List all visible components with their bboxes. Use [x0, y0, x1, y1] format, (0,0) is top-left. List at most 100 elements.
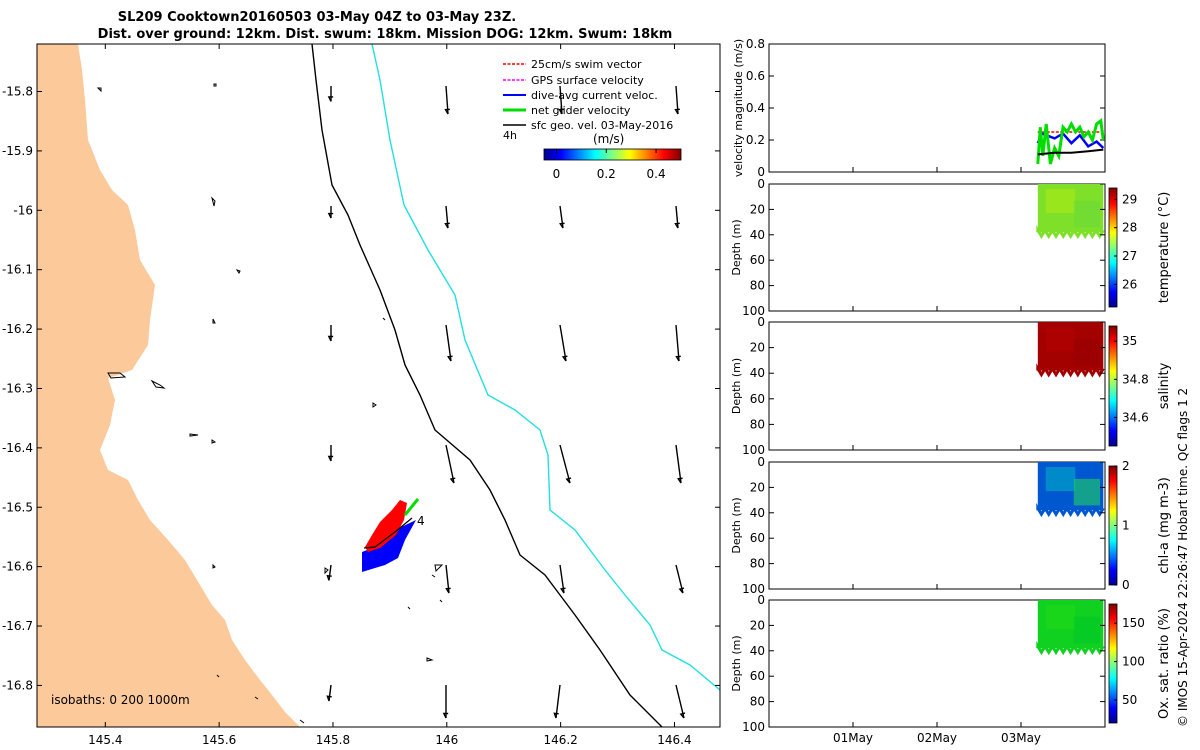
profile-colorbar-tick-label: 35	[1122, 334, 1137, 348]
legend-net-label: net glider velocity	[531, 104, 631, 117]
profile-y-axis-label: Depth (m)	[730, 358, 743, 414]
profile-colorbar-label: temperature (°C)	[1157, 192, 1172, 304]
surface-vector	[555, 684, 561, 719]
surface-vector-head	[675, 355, 681, 362]
date-x-tick-label: 03May	[1001, 731, 1041, 745]
surface-vector	[559, 324, 567, 362]
legend-time-label: 4h	[503, 129, 517, 142]
profile-data-variation	[1073, 200, 1101, 228]
profile-y-tick-label: 20	[750, 480, 765, 494]
profile-colorbar	[1108, 325, 1118, 447]
velocity-series-line	[1036, 118, 1105, 165]
island	[189, 433, 199, 437]
island	[211, 196, 216, 207]
profile-data-variation	[1045, 605, 1076, 630]
surface-vector-head	[327, 96, 334, 102]
map-y-tick-label: -16.7	[2, 619, 33, 633]
surface-vector	[445, 444, 455, 484]
map-panel: 4 145.4 145.6 145.8 146 146.2 146.4 -15.8 -15.9…	[2, 43, 721, 747]
legend-dive-label: dive-avg current veloc.	[531, 89, 658, 102]
profile-y-tick-label: 100	[742, 720, 765, 734]
profile-y-axis-label: Depth (m)	[730, 219, 743, 275]
profile-y-tick-label: 0	[757, 177, 765, 191]
surface-vector-head	[449, 477, 456, 484]
island	[324, 567, 329, 575]
profile-colorbar-tick-label: 150	[1122, 616, 1145, 630]
profile-y-tick-label: 20	[750, 341, 765, 355]
profile-y-axis-label: Depth (m)	[730, 497, 743, 553]
colorbar-unit-label: (m/s)	[593, 132, 624, 146]
surface-vector-head	[559, 222, 565, 229]
surface-vector	[675, 444, 682, 484]
surface-vector	[675, 205, 679, 229]
profile-colorbar-label: salinity	[1157, 362, 1172, 409]
island	[407, 606, 411, 610]
profile-data-variation	[1073, 478, 1101, 506]
chart-title-line1: SL209 Cooktown20160503 03-May 04Z to 03-…	[118, 10, 516, 25]
map-x-tick-label: 146.4	[657, 733, 691, 747]
velocity-y-tick-label: 0.4	[746, 101, 765, 115]
profile-bottom-edge	[1036, 363, 1105, 378]
profile-y-tick-label: 0	[757, 593, 765, 607]
profile-panel: 0 20 40 60 80 100 Depth (m) 26 27 28 29 temperature…	[730, 177, 1172, 318]
profile-data-variation	[1045, 189, 1076, 214]
profile-colorbar-tick-label: 34.8	[1122, 372, 1149, 386]
profile-colorbar-tick-label: 34.6	[1122, 410, 1149, 424]
surface-vector-head	[327, 335, 334, 342]
island	[372, 402, 377, 408]
surface-vector-head	[447, 355, 453, 362]
surface-vector-head	[558, 108, 564, 115]
legend-gps-label: GPS surface velocity	[531, 74, 644, 87]
map-y-tick-label: -16.1	[2, 263, 33, 277]
map-colorbar-ticks: 0 0.2 0.4	[553, 149, 666, 181]
profile-y-tick-label: 60	[750, 392, 765, 406]
island	[211, 439, 217, 444]
glider-time-label: 4	[417, 514, 425, 528]
island	[150, 379, 166, 389]
glider-track	[363, 517, 413, 549]
profile-data-variation	[1045, 467, 1076, 492]
surface-vector	[559, 205, 564, 229]
surface-current-vectors	[326, 85, 686, 719]
dive-avg-current-area	[362, 520, 416, 572]
surface-vector-head	[327, 212, 334, 219]
profile-bottom-edge	[1036, 640, 1105, 656]
profile-y-tick-label: 20	[750, 202, 765, 216]
island	[254, 696, 259, 700]
island	[434, 564, 444, 573]
profile-y-tick-label: 20	[750, 618, 765, 632]
swim-vector-area	[365, 500, 407, 552]
island	[213, 83, 217, 87]
map-y-tick-label: -16	[13, 203, 33, 217]
map-x-tick-label: 145.4	[88, 733, 122, 747]
island	[235, 269, 241, 274]
profile-colorbar-tick-label: 27	[1122, 249, 1137, 263]
profile-colorbar-tick-label: 29	[1122, 192, 1137, 206]
velocity-y-axis-label: velocity magnitude (m/s)	[732, 39, 745, 177]
profile-y-tick-label: 80	[750, 557, 765, 571]
map-y-tick-label: -16.4	[2, 441, 33, 455]
map-frame	[36, 43, 721, 728]
surface-vector-head	[327, 455, 334, 462]
profile-y-tick-label: 80	[750, 279, 765, 293]
surface-vector-head	[560, 587, 566, 594]
profile-y-tick-label: 40	[750, 506, 765, 520]
map-y-tick-label: -16.3	[2, 381, 33, 395]
profile-panel: 0 20 40 60 80 100 Depth (m) 50 100 150 Ox. sat. ra…	[730, 593, 1172, 734]
profile-y-tick-label: 0	[757, 315, 765, 329]
profile-y-tick-label: 60	[750, 669, 765, 683]
map-colorbar-tick-label: 0	[553, 167, 561, 181]
profile-colorbar-tick-label: 100	[1122, 655, 1145, 669]
surface-vector-head	[677, 477, 683, 484]
island	[299, 719, 305, 724]
surface-vector	[675, 324, 680, 362]
isobath-1000m	[371, 44, 720, 691]
small-islands	[96, 83, 444, 724]
map-y-tick-label: -16.6	[2, 560, 33, 574]
profile-colorbar-tick-label: 50	[1122, 693, 1137, 707]
profile-panel: 0 20 40 60 80 100 Depth (m) 34.6 34.8 35 salinity	[730, 315, 1172, 457]
profile-y-tick-label: 40	[750, 644, 765, 658]
profile-panel-frame	[768, 321, 1106, 451]
date-x-tick-label: 01May	[833, 731, 873, 745]
